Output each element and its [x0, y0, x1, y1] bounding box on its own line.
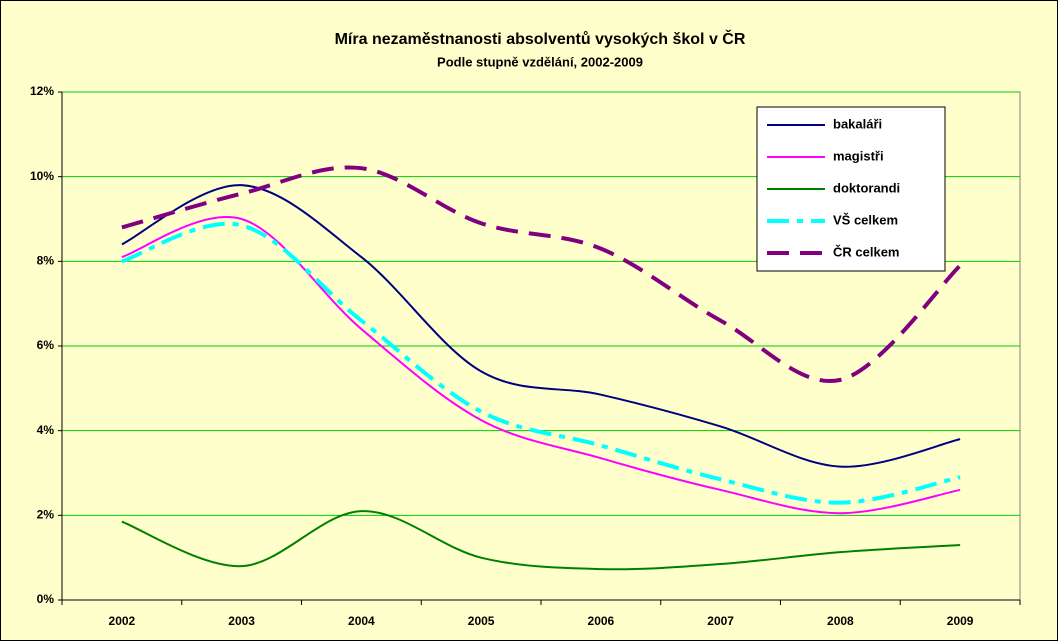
series-line [121, 510, 961, 571]
legend-label: ČR celkem [833, 244, 899, 259]
x-tick-label: 2002 [109, 614, 136, 628]
series-line [121, 165, 962, 384]
x-tick-label: 2009 [947, 614, 974, 628]
y-tick-label: 10% [30, 169, 54, 183]
y-tick-label: 6% [37, 338, 55, 352]
legend-label: bakaláři [833, 116, 882, 131]
x-tick-label: 2003 [228, 614, 255, 628]
y-tick-label: 12% [30, 84, 54, 98]
chart-subtitle: Podle stupně vzdělání, 2002-2009 [437, 54, 643, 69]
x-tick-label: 2008 [827, 614, 854, 628]
legend-label: magistři [833, 148, 884, 163]
y-tick-label: 2% [37, 508, 55, 522]
y-tick-label: 4% [37, 423, 55, 437]
x-tick-label: 2006 [588, 614, 615, 628]
x-tick-label: 2004 [348, 614, 375, 628]
y-tick-label: 0% [37, 592, 55, 606]
legend-label: VŠ celkem [833, 212, 898, 227]
series-line [121, 221, 961, 505]
series-line [121, 216, 961, 515]
x-tick-label: 2005 [468, 614, 495, 628]
chart-title: Míra nezaměstnanosti absolventů vysokých… [335, 29, 746, 48]
legend-label: doktorandi [833, 180, 900, 195]
x-tick-label: 2007 [707, 614, 734, 628]
y-tick-label: 8% [37, 254, 55, 268]
